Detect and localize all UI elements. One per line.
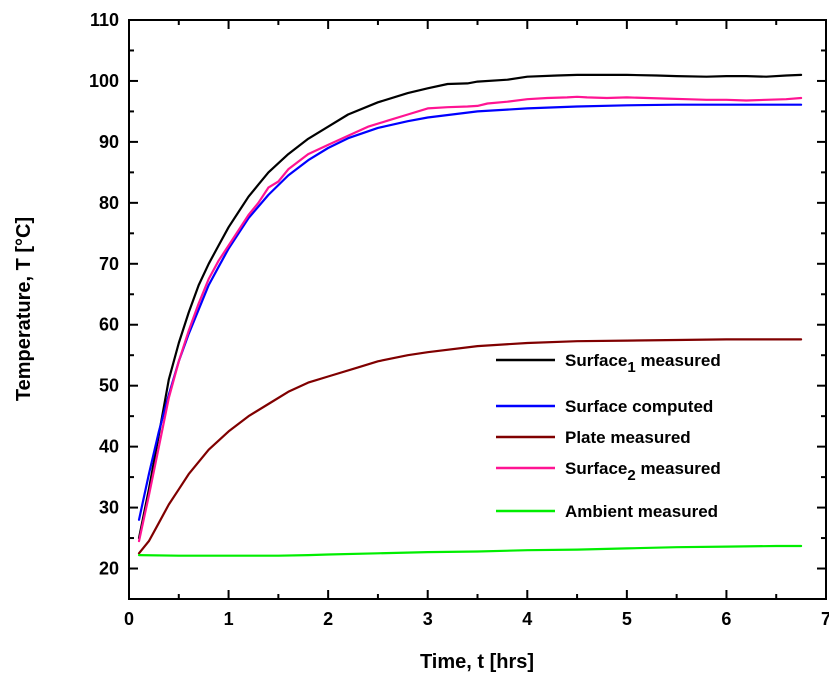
series-line-plate-measured [137, 338, 803, 555]
axis-ticks [128, 19, 827, 600]
legend: Surface1 measured Surface computed Plate m… [496, 351, 721, 521]
y-tick-label: 100 [89, 71, 119, 91]
y-tick-label: 110 [90, 10, 119, 30]
x-tick-label: 4 [522, 609, 532, 629]
legend-label: Ambient measured [565, 502, 718, 521]
x-tick-label: 2 [323, 609, 333, 629]
y-tick-label: 90 [99, 132, 119, 152]
y-tick-label: 80 [99, 193, 119, 213]
series-line-ambient-measured [137, 544, 803, 557]
x-tick-label: 7 [821, 609, 829, 629]
x-tick-label: 3 [423, 609, 433, 629]
series-line-surface-computed [137, 103, 803, 521]
x-tick-label: 6 [721, 609, 731, 629]
y-tick-label: 50 [99, 376, 119, 396]
legend-label: Surface2 measured [565, 459, 721, 484]
legend-label: Surface computed [565, 397, 713, 416]
y-axis-title: Temperature, T [°C] [13, 217, 35, 401]
y-tick-label: 70 [99, 254, 119, 274]
y-tick-label: 60 [99, 315, 119, 335]
y-tick-label: 30 [99, 498, 119, 518]
legend-label: Surface1 measured [565, 351, 721, 376]
y-tick-label: 40 [99, 437, 119, 457]
axis-tick-labels: 0 1 2 3 4 5 6 7 20 30 40 50 60 70 80 90 100 110 [89, 10, 829, 629]
x-tick-label: 1 [224, 609, 234, 629]
y-tick-label: 20 [99, 559, 119, 579]
x-tick-label: 0 [124, 609, 134, 629]
x-axis-title: Time, t [hrs] [420, 651, 534, 673]
series-line-surface1-measured [137, 73, 803, 540]
x-tick-label: 5 [622, 609, 632, 629]
series-lines [137, 73, 803, 557]
legend-label: Plate measured [565, 428, 691, 447]
series-line-surface2-measured [137, 95, 803, 543]
